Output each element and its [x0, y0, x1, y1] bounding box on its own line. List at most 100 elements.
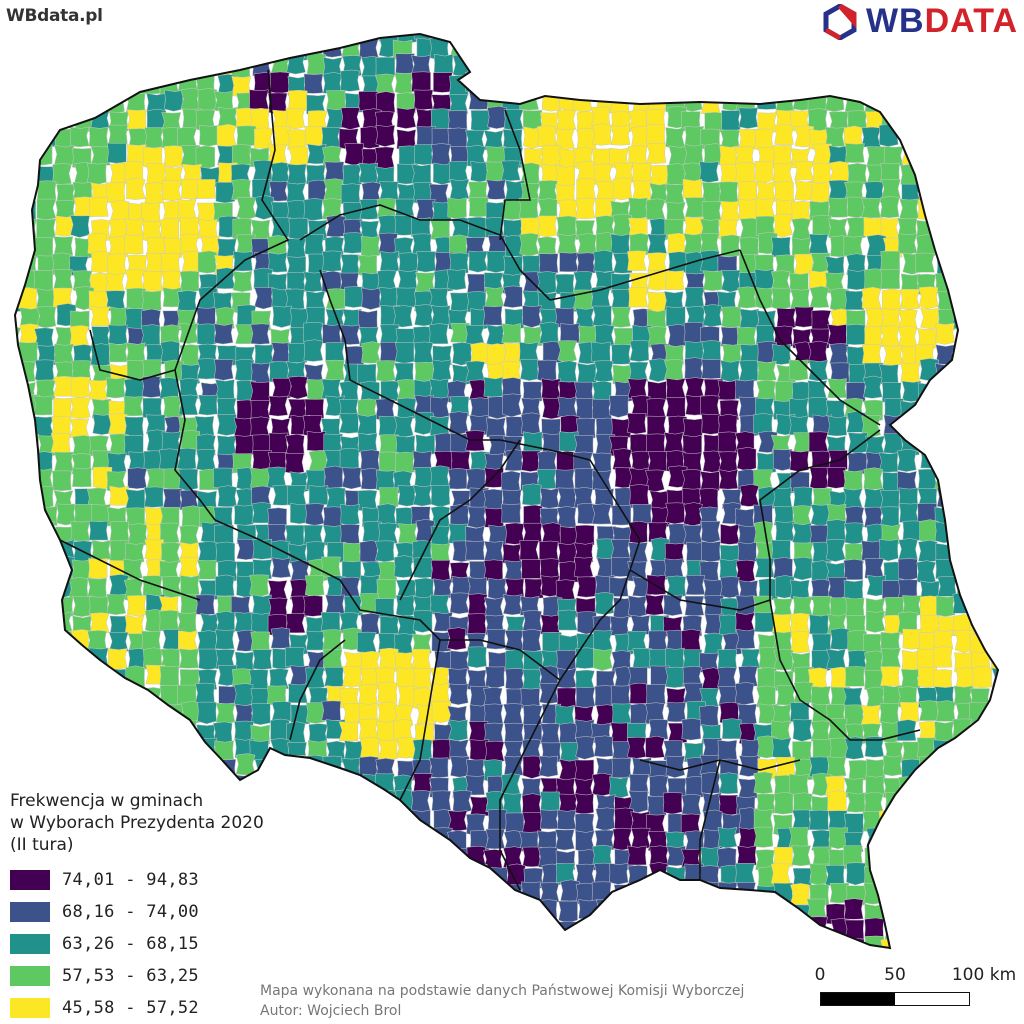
- gmina-cell: [954, 179, 974, 201]
- gmina-cell: [974, 722, 995, 745]
- gmina-cell: [736, 447, 757, 472]
- gmina-cell: [773, 449, 793, 471]
- gmina-cell: [16, 703, 37, 726]
- gmina-cell: [972, 917, 993, 939]
- gmina-cell: [501, 323, 521, 343]
- gmina-cell: [1007, 903, 1024, 923]
- gmina-cell: [1007, 560, 1024, 582]
- gmina-cell: [664, 432, 684, 454]
- gmina-cell: [682, 434, 702, 457]
- gmina-cell: [738, 34, 759, 38]
- gmina-cell: [755, 53, 775, 77]
- gmina-cell: [126, 718, 147, 742]
- gmina-cell: [124, 614, 145, 635]
- gmina-cell: [502, 285, 523, 308]
- gmina-cell: [595, 807, 616, 832]
- gmina-cell: [343, 775, 364, 799]
- gmina-cell: [809, 285, 830, 308]
- brand-logo[interactable]: WBDATA: [822, 2, 1018, 41]
- gmina-cell: [466, 55, 487, 77]
- site-label[interactable]: WBdata.pl: [6, 6, 103, 26]
- gmina-cell: [322, 36, 343, 58]
- gmina-cell: [612, 901, 633, 924]
- gmina-cell: [395, 595, 416, 618]
- gmina-cell: [375, 91, 396, 114]
- gmina-cell: [196, 179, 216, 199]
- voivodeship-boundary: [499, 439, 641, 571]
- legend: Frekwencja w gminach w Wyborach Prezyden…: [10, 790, 264, 1024]
- gmina-cell: [287, 343, 308, 363]
- gmina-cell: [844, 597, 865, 619]
- gmina-cell: [666, 377, 686, 399]
- gmina-cell: [110, 34, 130, 39]
- gmina-cell: [163, 395, 183, 419]
- gmina-cell: [379, 251, 400, 274]
- gmina-cell: [575, 398, 596, 420]
- gmina-cell: [124, 416, 144, 437]
- gmina-cell: [919, 794, 940, 816]
- gmina-cell: [558, 900, 578, 924]
- gmina-cell: [197, 737, 218, 760]
- gmina-cell: [591, 452, 612, 474]
- gmina-cell: [397, 269, 418, 291]
- gmina-cell: [524, 578, 544, 600]
- gmina-cell: [811, 595, 832, 617]
- gmina-cell: [519, 38, 539, 61]
- gmina-cell: [974, 145, 995, 169]
- gmina-cell: [325, 341, 345, 365]
- gmina-cell: [881, 179, 901, 201]
- gmina-cell: [934, 91, 954, 114]
- gmina-cell: [250, 323, 271, 345]
- gmina-cell: [142, 271, 163, 292]
- gmina-cell: [488, 524, 508, 545]
- gmina-cell: [360, 864, 380, 887]
- gmina-cell: [179, 322, 199, 344]
- gmina-cell: [539, 321, 559, 346]
- gmina-cell: [990, 307, 998, 329]
- gmina-cell: [234, 435, 255, 456]
- gmina-cell: [16, 525, 37, 547]
- gmina-cell: [1005, 884, 1024, 905]
- gmina-cell: [952, 286, 973, 307]
- gmina-cell: [593, 953, 612, 972]
- gmina-cell: [1011, 527, 1024, 546]
- gmina-cell: [718, 954, 737, 976]
- gmina-cell: [196, 323, 217, 346]
- gmina-cell: [325, 897, 345, 922]
- gmina-cell: [915, 884, 936, 906]
- gmina-cell: [898, 899, 919, 922]
- gmina-cell: [19, 91, 40, 115]
- gmina-cell: [757, 360, 777, 381]
- gmina-cell: [1006, 504, 1024, 525]
- gmina-cell: [969, 447, 989, 469]
- gmina-cell: [56, 668, 76, 692]
- gmina-cell: [90, 667, 110, 688]
- gmina-cell: [430, 396, 450, 419]
- gmina-cell: [776, 958, 795, 980]
- gmina-cell: [555, 959, 574, 978]
- gmina-cell: [1007, 450, 1024, 470]
- gmina-cell: [974, 431, 994, 454]
- gmina-cell: [38, 75, 59, 98]
- gmina-cell: [664, 183, 685, 205]
- gmina-cell: [142, 756, 163, 779]
- gmina-cell: [124, 542, 145, 564]
- gmina-cell: [882, 754, 903, 777]
- gmina-cell: [322, 792, 343, 814]
- gmina-cell: [753, 808, 774, 829]
- gmina-cell: [665, 937, 686, 948]
- gmina-cell: [15, 629, 18, 652]
- gmina-cell: [951, 143, 971, 166]
- gmina-cell: [1007, 488, 1024, 509]
- gmina-cell: [56, 91, 76, 113]
- gmina-cell: [902, 107, 922, 130]
- gmina-cell: [249, 89, 269, 111]
- gmina-cell: [162, 488, 183, 511]
- voivodeship-boundary: [499, 569, 631, 891]
- gmina-cell: [379, 957, 398, 978]
- gmina-cell: [970, 503, 991, 524]
- gmina-cell: [215, 611, 236, 633]
- gmina-cell: [793, 919, 814, 941]
- gmina-cell: [537, 359, 557, 383]
- gmina-cell: [160, 648, 180, 670]
